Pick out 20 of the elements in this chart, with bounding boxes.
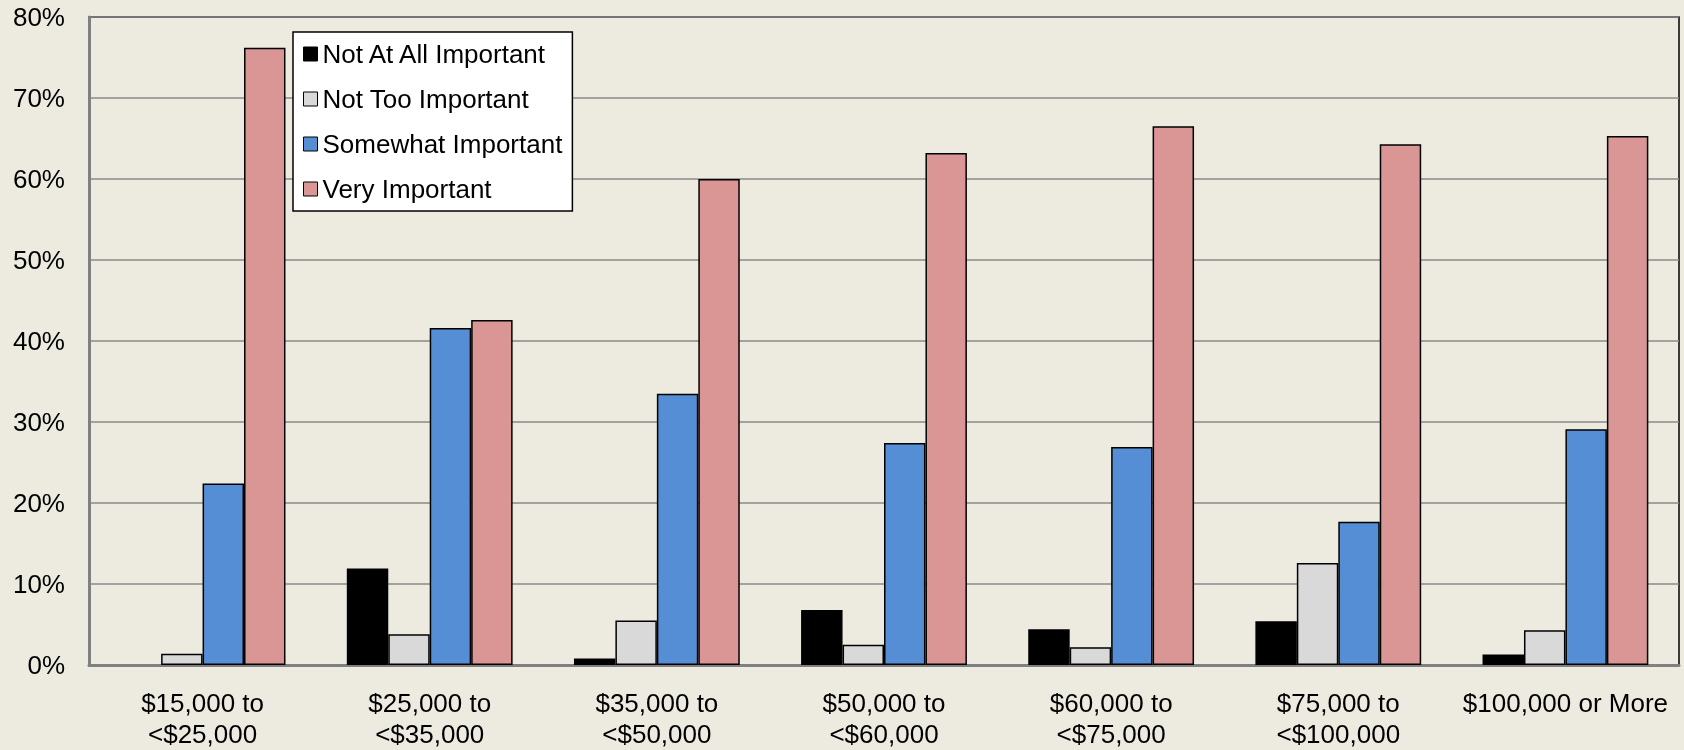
- x-tick-label: $15,000 to <$25,000: [141, 687, 265, 749]
- y-tick-label: 80%: [12, 2, 65, 32]
- y-tick-label: 60%: [12, 164, 65, 194]
- y-tick-label: 10%: [12, 569, 65, 599]
- legend-label: Not Too Important: [322, 84, 530, 114]
- y-tick-label: 40%: [12, 326, 65, 356]
- x-tick-label: $100,000 or More: [1462, 687, 1669, 718]
- x-tick-label: $35,000 to <$50,000: [595, 687, 719, 749]
- legend-label: Somewhat Important: [322, 129, 564, 159]
- x-tick-label: $25,000 to <$35,000: [368, 687, 492, 749]
- legend-label: Not At All Important: [322, 39, 546, 69]
- x-tick-label: $50,000 to <$60,000: [822, 687, 946, 749]
- y-tick-label: 0%: [27, 650, 65, 680]
- y-tick-label: 20%: [12, 488, 65, 518]
- y-tick-label: 70%: [12, 83, 65, 113]
- x-tick-label: $60,000 to <$75,000: [1049, 687, 1173, 749]
- legend-label: Very Important: [322, 174, 493, 204]
- x-tick-label: $75,000 to <$100,000: [1276, 687, 1401, 749]
- y-tick-label: 30%: [12, 407, 65, 437]
- y-tick-label: 50%: [12, 245, 65, 275]
